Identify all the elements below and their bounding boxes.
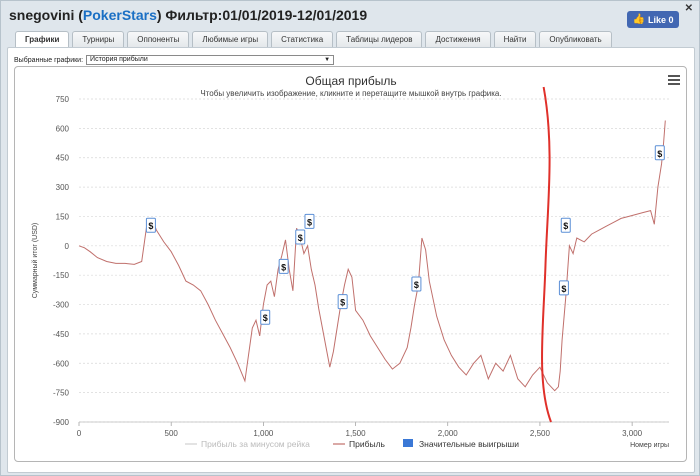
tab-publish[interactable]: Опубликовать	[539, 31, 612, 47]
y-tick-label: 450	[56, 154, 70, 163]
y-tick-label: -600	[53, 359, 70, 368]
big-win-label: $	[263, 313, 268, 323]
legend-item-big-wins-label: Значительные выигрыши	[419, 439, 519, 449]
tab-opponents[interactable]: Оппоненты	[127, 31, 190, 47]
y-tick-label: 0	[65, 242, 70, 251]
site-link[interactable]: PokerStars	[82, 7, 157, 23]
y-tick-label: -150	[53, 271, 70, 280]
y-tick-label: 600	[56, 124, 70, 133]
big-win-label: $	[563, 221, 568, 231]
big-win-marker	[278, 258, 289, 274]
chart-select[interactable]: История прибыли ▼	[86, 55, 335, 65]
x-tick-label: 2,500	[530, 429, 551, 438]
tab-tournaments[interactable]: Турниры	[72, 31, 125, 47]
big-win-label: $	[561, 284, 566, 294]
chart-menu-icon[interactable]	[668, 75, 680, 87]
legend-item-rake-label: Прибыль за минусом рейка	[201, 439, 310, 449]
big-win-label: $	[298, 233, 303, 243]
y-axis-label: Суммарный итог (USD)	[31, 223, 39, 299]
big-win-marker	[145, 217, 156, 233]
chart-subtitle: Чтобы увеличить изображение, кликните и …	[200, 89, 501, 98]
chevron-down-icon: ▼	[324, 57, 331, 63]
big-win-marker	[260, 309, 271, 325]
chart-select-value: История прибыли	[90, 56, 148, 63]
chart-selector-label: Выбранные графики:	[14, 56, 84, 64]
big-win-label: $	[340, 298, 345, 308]
big-win-label: $	[281, 262, 286, 272]
x-tick-label: 500	[165, 429, 179, 438]
big-win-marker	[337, 294, 348, 310]
player-name: snegovini	[9, 7, 75, 23]
big-win-label: $	[414, 280, 419, 290]
tab-achievements[interactable]: Достижения	[425, 31, 491, 47]
chart-title: Общая прибыль	[305, 74, 396, 88]
big-win-marker	[558, 280, 569, 296]
big-win-marker	[560, 217, 571, 233]
tab-leaderboards[interactable]: Таблицы лидеров	[336, 31, 423, 47]
big-win-marker	[304, 213, 315, 229]
y-tick-label: -300	[53, 301, 70, 310]
x-tick-label: 1,500	[346, 429, 367, 438]
graphs-panel: Выбранные графики: История прибыли ▼ Общ…	[7, 47, 695, 473]
y-tick-label: 300	[56, 183, 70, 192]
tab-graphs[interactable]: Графики	[15, 31, 70, 48]
y-tick-label: 750	[56, 95, 70, 104]
profit-chart[interactable]: Общая прибыль Чтобы увеличить изображение…	[14, 66, 687, 462]
y-tick-label: -450	[53, 330, 70, 339]
profit-series-line	[78, 120, 666, 392]
legend-item-big-wins-swatch	[403, 439, 413, 447]
tab-find[interactable]: Найти	[493, 31, 537, 47]
tab-statistics[interactable]: Статистика	[271, 31, 334, 47]
y-tick-label: -900	[53, 418, 70, 427]
close-icon[interactable]: ✕	[684, 3, 693, 14]
x-tick-label: 3,000	[622, 429, 643, 438]
chart-selector-row: Выбранные графики: История прибыли ▼	[14, 55, 335, 65]
y-tick-label: -750	[53, 389, 70, 398]
y-tick-label: 150	[56, 212, 70, 221]
x-tick-label: 0	[77, 429, 82, 438]
tab-bar: Графики Турниры Оппоненты Любимые игры С…	[15, 31, 612, 48]
tab-favorite-games[interactable]: Любимые игры	[192, 31, 269, 47]
filter-text: Фильтр:01/01/2019-12/01/2019	[165, 7, 368, 23]
like-button[interactable]: 👍 Like 0	[627, 11, 679, 28]
legend-item-profit-label: Прибыль	[349, 439, 386, 449]
like-label: Like 0	[647, 14, 674, 25]
x-axis-label: Номер игры	[630, 442, 669, 449]
big-win-marker	[295, 229, 306, 245]
big-win-marker	[411, 276, 422, 292]
page-title: snegovini (PokerStars) Фильтр:01/01/2019…	[9, 7, 368, 23]
big-win-label: $	[148, 221, 153, 231]
x-tick-label: 2,000	[438, 429, 459, 438]
big-win-label: $	[657, 149, 662, 159]
big-win-marker	[654, 145, 665, 161]
big-win-label: $	[307, 217, 312, 227]
red-overlay-line	[540, 86, 552, 423]
thumbs-up-icon: 👍	[632, 14, 645, 25]
x-tick-label: 1,000	[253, 429, 274, 438]
